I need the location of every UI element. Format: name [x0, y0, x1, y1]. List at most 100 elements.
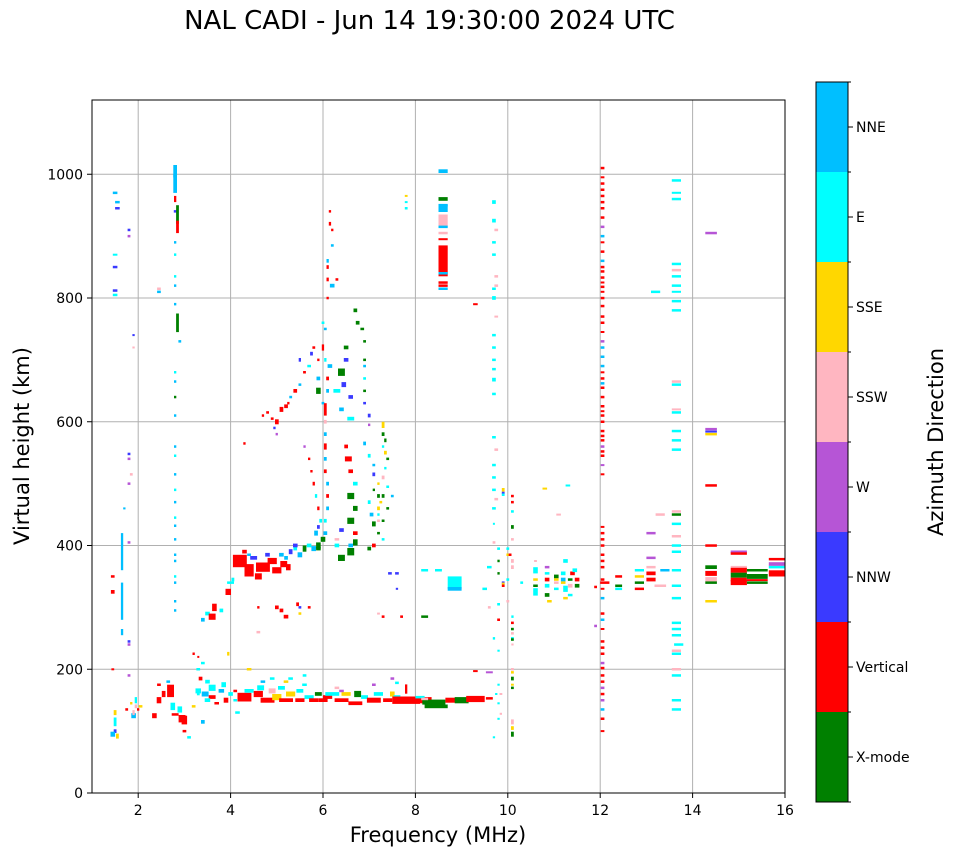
data-point	[600, 166, 605, 170]
data-point	[341, 382, 347, 388]
data-point	[600, 420, 605, 423]
data-point	[705, 484, 717, 487]
data-point	[298, 358, 301, 362]
data-point	[363, 358, 366, 362]
data-point	[705, 427, 717, 431]
data-point	[326, 277, 329, 282]
data-point	[353, 539, 358, 546]
data-point	[256, 630, 261, 634]
data-point	[260, 680, 266, 683]
data-point	[123, 507, 126, 510]
y-tick-label: 200	[56, 662, 83, 678]
data-point	[594, 624, 597, 628]
data-point	[415, 695, 425, 699]
data-point	[768, 562, 785, 566]
data-point	[204, 698, 211, 702]
data-point	[386, 485, 390, 488]
data-point	[660, 569, 670, 572]
data-point	[288, 677, 293, 680]
data-point	[600, 553, 605, 556]
data-point	[600, 581, 610, 584]
data-point	[600, 652, 605, 655]
data-point	[381, 615, 385, 618]
data-point	[196, 668, 201, 671]
data-point	[373, 692, 383, 696]
data-point	[554, 587, 559, 591]
data-point	[705, 570, 717, 576]
data-point	[223, 697, 229, 703]
data-point	[646, 531, 656, 535]
data-point	[567, 578, 573, 581]
colorbar-tick-label: X-mode	[856, 750, 910, 766]
data-point	[600, 525, 605, 528]
data-point	[438, 287, 448, 290]
data-point	[494, 315, 499, 318]
data-point	[181, 715, 188, 725]
data-point	[132, 334, 135, 337]
data-point	[174, 275, 177, 278]
data-point	[634, 575, 644, 578]
data-point	[343, 358, 349, 362]
data-point	[377, 494, 380, 498]
data-point	[492, 507, 496, 510]
data-point	[492, 200, 496, 204]
data-point	[338, 368, 345, 376]
data-point	[321, 401, 325, 405]
data-point	[492, 218, 496, 223]
data-point	[227, 651, 230, 656]
data-point	[326, 481, 329, 486]
data-point	[534, 560, 537, 562]
data-point	[600, 188, 605, 191]
colorbar: X-mode Vertical NNW W SSW SSE E NNE	[815, 81, 910, 803]
data-point	[600, 454, 605, 457]
data-point	[177, 706, 183, 713]
data-point	[600, 182, 605, 185]
data-point	[563, 585, 568, 592]
data-point	[307, 606, 311, 609]
data-point	[363, 441, 366, 446]
data-point	[221, 682, 226, 688]
data-point	[492, 392, 496, 396]
data-point	[768, 557, 785, 561]
data-point	[495, 693, 498, 695]
data-point	[174, 553, 177, 556]
data-point	[231, 577, 235, 582]
data-point	[310, 470, 313, 473]
data-point	[321, 321, 325, 324]
data-point	[600, 717, 605, 720]
data-point	[257, 606, 260, 609]
data-point	[473, 303, 478, 306]
data-point	[560, 577, 566, 582]
data-point	[316, 546, 321, 551]
data-point	[174, 380, 177, 383]
data-point	[320, 536, 326, 542]
data-point	[506, 553, 510, 556]
data-point	[314, 692, 322, 696]
data-point	[422, 699, 446, 705]
data-point	[317, 358, 320, 362]
data-point	[730, 567, 747, 573]
data-point	[112, 293, 118, 297]
data-point	[497, 559, 500, 563]
data-point	[600, 315, 605, 318]
data-point	[302, 545, 307, 552]
data-point	[381, 494, 385, 498]
data-point	[112, 265, 118, 269]
data-point	[705, 577, 717, 583]
data-point	[671, 290, 681, 293]
data-point	[174, 414, 177, 417]
data-point	[671, 380, 681, 383]
data-point	[326, 506, 329, 511]
data-point	[424, 704, 448, 709]
data-point	[390, 494, 394, 498]
data-point	[174, 538, 177, 541]
data-point	[492, 463, 496, 467]
data-point	[174, 600, 177, 603]
data-point	[111, 668, 115, 671]
data-point	[174, 609, 177, 612]
data-point	[494, 497, 499, 501]
data-point	[600, 414, 605, 417]
data-point	[113, 729, 117, 733]
data-point	[600, 234, 605, 238]
data-point	[127, 482, 131, 485]
